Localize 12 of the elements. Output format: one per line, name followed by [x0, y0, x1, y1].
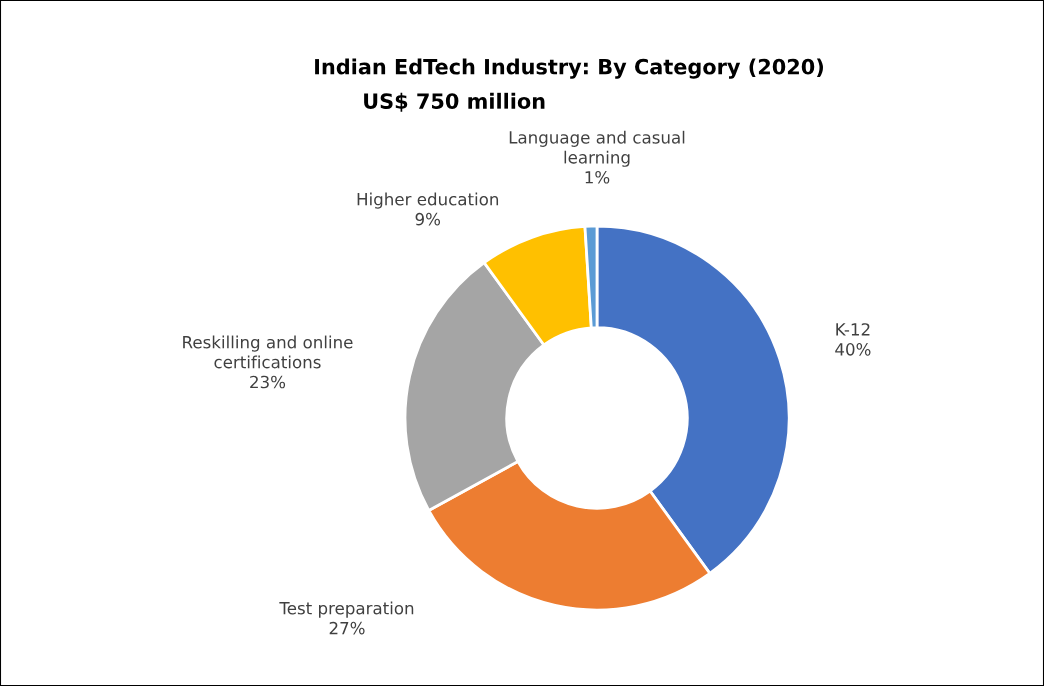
slice-label: Test preparation: [279, 601, 414, 618]
data-label: 27%: [329, 621, 365, 635]
data-label: 1%: [585, 170, 610, 184]
slice-label: Reskilling and online certifications: [183, 335, 353, 369]
data-label: 40%: [835, 343, 871, 356]
slice-label: Language and casual learning: [509, 130, 685, 167]
data-label: 9%: [415, 212, 441, 226]
slice-label: Higher education: [357, 192, 499, 209]
chart-title: Indian EdTech Industry: By Category (2020): [315, 58, 823, 79]
slice-label: K-12: [836, 323, 870, 336]
chart-subtitle: US$ 750 million: [364, 92, 545, 112]
data-label: 23%: [250, 375, 286, 389]
